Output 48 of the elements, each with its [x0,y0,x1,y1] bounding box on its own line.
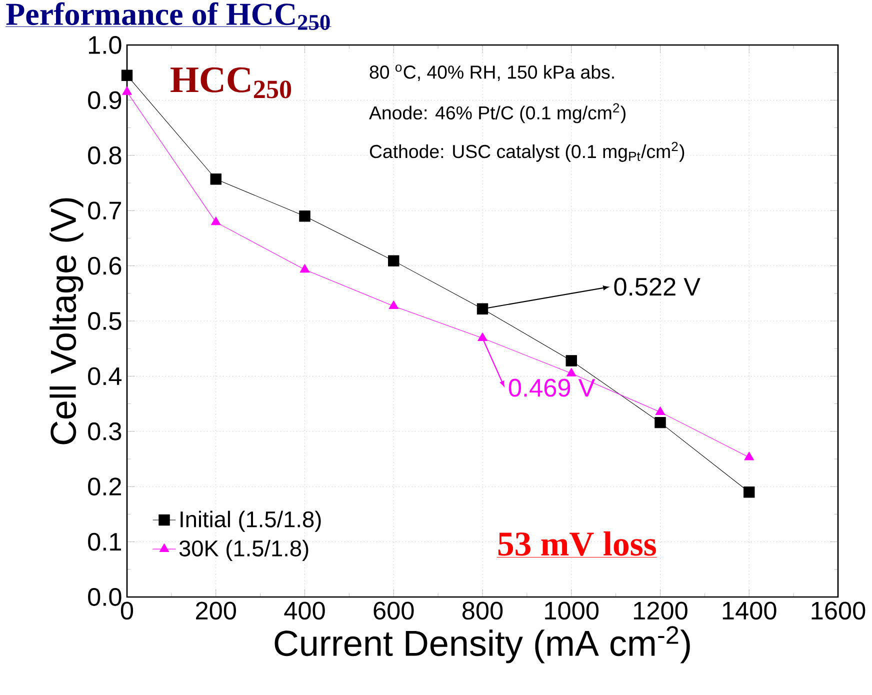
point [122,86,132,95]
point [121,70,133,81]
chart-title: Performance of HCC$_{250}$ [6,2,330,30]
y-tick-label: 0.3 [88,422,122,440]
x-tick-label: 200 [196,602,236,620]
x-tick-label: 400 [284,602,325,620]
y-tick-label: 0.6 [88,256,122,275]
point [566,355,577,366]
annotation: Cathode: USC catalyst (0.1 mg$_{Pt}$/cm$^{2}$) [370,142,684,162]
y-tick-label: 0.8 [88,146,122,164]
y-tick-label: 0.4 [88,367,122,386]
point [210,216,221,226]
x-axis-title: Current Density (mA cm$^{-2}$) [274,626,690,664]
point [744,486,755,498]
point [210,174,222,185]
point [476,303,488,314]
y-tick-label: 0.0 [88,588,122,606]
point [388,300,399,310]
point [566,368,576,376]
y-axis-title: Cell Voltage (V) [50,198,84,444]
point [299,210,310,222]
x-tick-label: 1600 [812,602,866,620]
y-tick-label: 1.0 [89,36,122,54]
point [478,332,488,342]
y-tick-label: 0.7 [88,202,122,220]
annotation: HCC$_{250}$ [170,67,292,98]
x-tick-label: 600 [374,602,414,620]
annotation: 80 $^{o}$C, 40% RH, 150 kPa abs. [370,64,614,81]
legend-label: 30K (1.5/1.8) [179,540,308,561]
point [655,406,666,416]
legend-label: Initial (1.5/1.8) [180,510,321,532]
x-tick-label: 0 [120,602,134,620]
x-tick-label: 1400 [722,602,776,620]
point [744,452,754,460]
annotation: 0.469 V [508,378,596,397]
x-tick-label: 800 [462,602,503,620]
y-tick-label: 0.9 [88,91,122,110]
annotation: 0.522 V [614,278,700,296]
y-tick-label: 0.2 [88,478,122,496]
x-tick-label: 1000 [545,602,599,620]
y-tick-label: 0.5 [88,312,122,330]
x-tick-label: 1200 [634,602,688,620]
y-tick-label: 0.1 [88,532,122,551]
point [654,416,666,428]
annotation: 53 mV loss [498,531,656,556]
point [388,255,400,266]
point [300,264,310,273]
annotation: Anode: 46% Pt/C (0.1 mg/cm$^{2}$) [369,103,626,124]
